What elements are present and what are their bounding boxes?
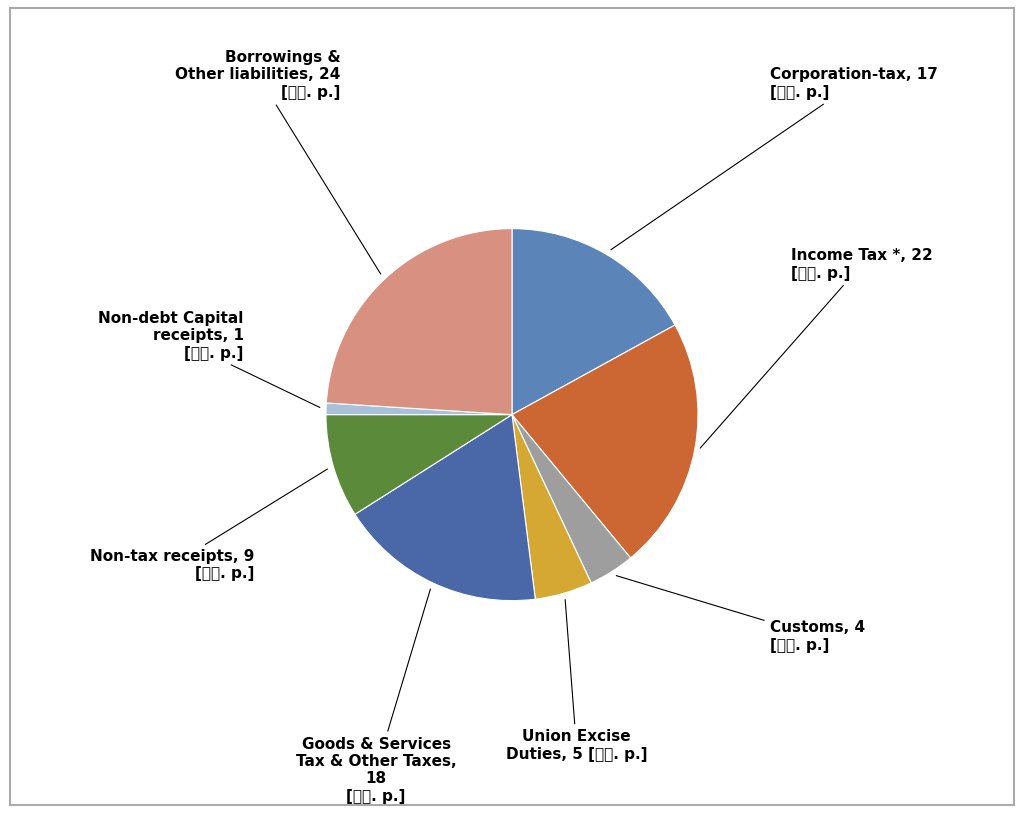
Wedge shape	[512, 415, 631, 583]
Text: Union Excise
Duties, 5 [पै. p.]: Union Excise Duties, 5 [पै. p.]	[506, 600, 647, 762]
Text: Non-tax receipts, 9
[पै. p.]: Non-tax receipts, 9 [पै. p.]	[90, 469, 328, 581]
Text: Customs, 4
[पै. p.]: Customs, 4 [पै. p.]	[616, 576, 864, 653]
Wedge shape	[512, 325, 698, 558]
Text: Non-debt Capital
receipts, 1
[पै. p.]: Non-debt Capital receipts, 1 [पै. p.]	[98, 311, 319, 407]
Text: Goods & Services
Tax & Other Taxes,
18
[पै. p.]: Goods & Services Tax & Other Taxes, 18 […	[296, 589, 457, 804]
Wedge shape	[326, 403, 512, 415]
Wedge shape	[355, 415, 536, 601]
Text: Borrowings &
Other liabilities, 24
[पै. p.]: Borrowings & Other liabilities, 24 [पै. …	[175, 50, 381, 274]
Text: Income Tax *, 22
[पै. p.]: Income Tax *, 22 [पै. p.]	[700, 248, 933, 448]
Wedge shape	[512, 415, 591, 599]
Wedge shape	[512, 228, 675, 415]
Text: Corporation-tax, 17
[पै. p.]: Corporation-tax, 17 [पै. p.]	[611, 67, 937, 250]
Wedge shape	[327, 228, 512, 415]
Wedge shape	[326, 415, 512, 515]
